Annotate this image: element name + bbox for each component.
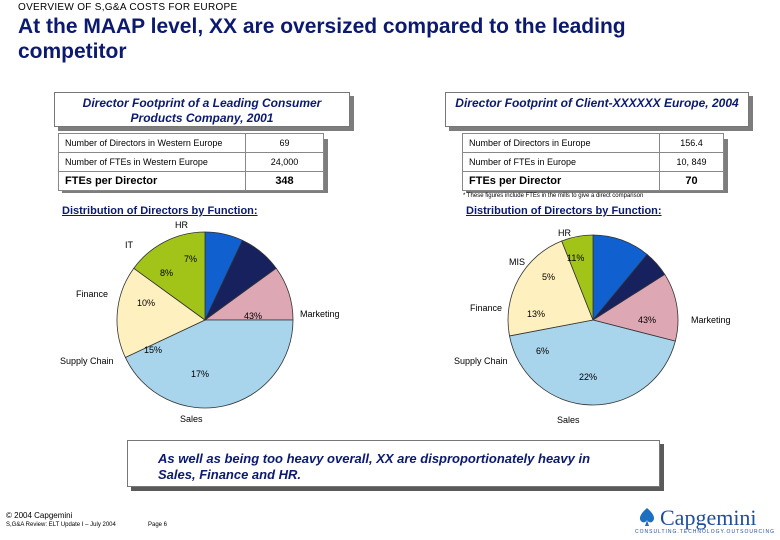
stat-label: Number of FTEs in Western Europe (58, 152, 246, 172)
left-panel-heading: Director Footprint of a Leading Consumer… (54, 92, 350, 127)
pie-pct-mis: 5% (542, 272, 556, 282)
table-row: Number of FTEs in Western Europe 24,000 (58, 152, 324, 172)
table-row: Number of Directors in Western Europe 69 (58, 133, 324, 153)
footer-page-number: Page 6 (148, 522, 168, 528)
right-panel-heading: Director Footprint of Client-XXXXXX Euro… (445, 92, 749, 127)
pie-slice-marketing (124, 319, 294, 409)
footer-doc-title: S,G&A Review: ELT Update I – July 2004 (6, 522, 116, 528)
pie-label-it: IT (125, 240, 133, 250)
table-row: Number of FTEs in Europe 10, 849 (462, 152, 724, 172)
capgemini-spade-icon (639, 508, 655, 526)
pie-slice-sales (116, 267, 206, 359)
pie-label-finance: Finance (76, 289, 109, 299)
stat-label: FTEs per Director (462, 171, 660, 191)
pie-slice-supply-chain (133, 231, 206, 321)
right-stats-table: Number of Directors in Europe 156.4 Numbe… (462, 133, 724, 191)
stat-label: Number of Directors in Europe (462, 133, 660, 153)
pie-pct-supply-chain: 15% (144, 345, 163, 355)
pie-label-sales: Sales (557, 415, 580, 425)
stat-value: 69 (245, 133, 324, 153)
left-distribution-title: Distribution of Directors by Function: (62, 205, 258, 217)
left-pie-chart (116, 231, 294, 409)
pie-pct-finance: 13% (527, 309, 546, 319)
right-distribution-title: Distribution of Directors by Function: (466, 205, 662, 217)
pie-pct-supply-chain: 6% (536, 346, 550, 356)
table-row: FTEs per Director 70 (462, 171, 724, 191)
pie-pct-sales: 17% (191, 369, 210, 379)
stat-label: FTEs per Director (58, 171, 246, 191)
pie-label-hr: HR (175, 220, 188, 230)
footnote: * These figures include FTEs in the mill… (463, 193, 644, 199)
section-overline: OVERVIEW OF S,G&A COSTS FOR EUROPE (18, 2, 238, 13)
stat-value: 70 (659, 171, 724, 191)
pie-label-marketing: Marketing (691, 315, 731, 325)
pie-pct-finance: 10% (137, 298, 156, 308)
pie-label-supply-chain: Supply Chain (60, 356, 114, 366)
pie-pct-marketing: 43% (244, 311, 263, 321)
footer-copyright: © 2004 Capgemini (6, 511, 73, 520)
pie-label-hr: HR (558, 228, 571, 238)
capgemini-tagline: CONSULTING.TECHNOLOGY.OUTSOURCING (635, 529, 776, 535)
stat-value: 10, 849 (659, 152, 724, 172)
pie-label-marketing: Marketing (300, 309, 340, 319)
stat-value: 348 (245, 171, 324, 191)
right-pie-chart (507, 234, 679, 406)
pie-label-sales: Sales (180, 414, 203, 424)
capgemini-logo: Capgemini (660, 505, 757, 530)
pie-slice-finance (592, 273, 679, 342)
left-stats-table: Number of Directors in Western Europe 69 … (58, 133, 324, 191)
pie-label-finance: Finance (470, 303, 503, 313)
pie-label-supply-chain: Supply Chain (454, 356, 508, 366)
pie-pct-hr: 11% (567, 253, 585, 263)
pie-label-mis: MIS (509, 257, 526, 267)
stat-label: Number of FTEs in Europe (462, 152, 660, 172)
table-row: Number of Directors in Europe 156.4 (462, 133, 724, 153)
pie-pct-it: 8% (160, 268, 174, 278)
page-title: At the MAAP level, XX are oversized comp… (18, 15, 626, 63)
stat-value: 156.4 (659, 133, 724, 153)
pie-slice-marketing (509, 319, 676, 406)
stat-value: 24,000 (245, 152, 324, 172)
pie-slice-sales (507, 240, 594, 337)
stat-label: Number of Directors in Western Europe (58, 133, 246, 153)
pie-pct-sales: 22% (579, 372, 598, 382)
pie-pct-hr: 7% (184, 254, 198, 264)
table-row: FTEs per Director 348 (58, 171, 324, 191)
pie-slice-supply-chain (561, 234, 594, 321)
pie-pct-marketing: 43% (638, 315, 657, 325)
conclusion-callout: As well as being too heavy overall, XX a… (127, 440, 660, 487)
